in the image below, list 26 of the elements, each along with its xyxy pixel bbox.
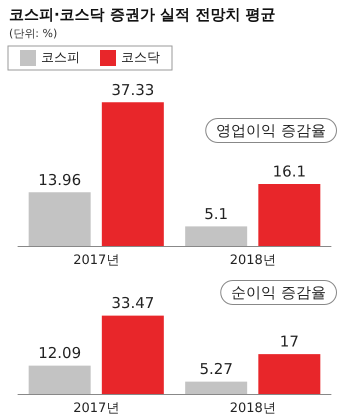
bar [258,184,320,246]
x-tick-label: 2018년 [230,253,276,268]
bar [185,382,248,394]
bar [185,226,248,246]
data-label: 5.1 [204,204,228,223]
chart-title: 코스피·코스닥 증권가 실적 전망치 평균 [9,6,276,24]
bar [102,316,164,394]
data-label: 37.33 [111,80,154,99]
data-label: 5.27 [199,360,233,378]
data-label: 33.47 [111,294,154,312]
data-label: 13.96 [38,170,82,189]
legend-label: 코스닥 [121,50,160,66]
data-label: 17 [280,332,299,351]
chart-subtitle: (단위: %) [9,27,58,40]
data-label: 12.09 [38,344,82,362]
x-tick-label: 2017년 [73,401,120,416]
data-label: 16.1 [272,162,306,181]
bar [28,366,91,394]
x-tick-label: 2017년 [73,253,120,268]
text: 순이익 증감율 [231,284,326,302]
bar [258,354,320,394]
annotation: 영업이익 증감율 [216,122,326,140]
bar [102,102,164,246]
bar [28,192,91,246]
x-tick-label: 2018년 [230,401,276,416]
legend-label: 코스피 [41,50,80,66]
